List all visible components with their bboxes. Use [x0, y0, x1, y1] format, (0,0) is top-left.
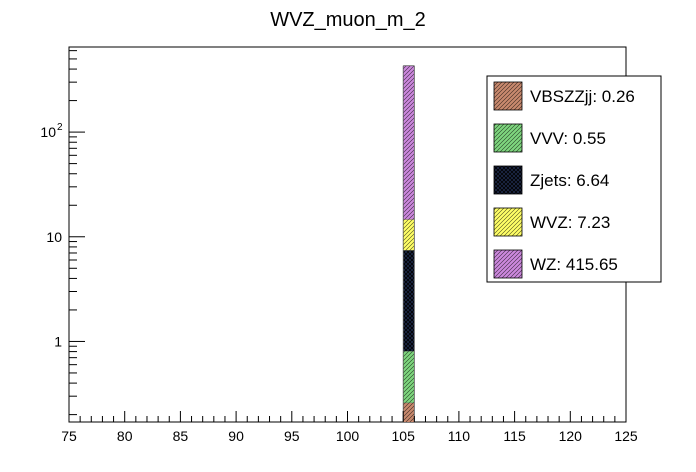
- bar-hatch-wvz: [403, 219, 415, 251]
- x-axis: 75 80 85 90 95 100 105 110 115 120 125: [61, 411, 638, 444]
- legend-swatch-hatch-vbszzjj: [494, 82, 522, 110]
- legend-label-wz: WZ: 415.65: [530, 255, 618, 274]
- legend-label-zjets: Zjets: 6.64: [530, 171, 609, 190]
- y-tick-label: 10: [40, 124, 56, 140]
- chart-title: WVZ_muon_m_2: [270, 9, 426, 31]
- x-tick-label: 85: [173, 428, 189, 444]
- bar-hatch-wz: [403, 65, 415, 220]
- y-tick-exponent: 2: [57, 122, 63, 133]
- bar-hatch-vvv: [403, 351, 415, 403]
- legend-label-vvv: VVV: 0.55: [530, 129, 606, 148]
- legend-label-vbszzjj: VBSZZjj: 0.26: [530, 87, 635, 106]
- legend-swatch-hatch-vvv: [494, 124, 522, 152]
- legend-swatch-hatch-wz: [494, 250, 522, 278]
- x-tick-label: 95: [284, 428, 300, 444]
- x-tick-label: 125: [614, 428, 638, 444]
- x-tick-label: 80: [117, 428, 133, 444]
- legend-swatch-hatch-wvz: [494, 208, 522, 236]
- x-tick-label: 90: [228, 428, 244, 444]
- y-tick-label: 10: [46, 229, 62, 245]
- bar-hatch-zjets: [403, 250, 415, 352]
- legend-label-wvz: WVZ: 7.23: [530, 213, 610, 232]
- x-tick-label: 75: [61, 428, 77, 444]
- x-tick-label: 105: [392, 428, 416, 444]
- x-tick-label: 115: [503, 428, 526, 444]
- x-tick-label: 120: [559, 428, 583, 444]
- legend-swatch-hatch-zjets: [494, 166, 522, 194]
- bar-hatch-vbszzjj: [403, 402, 415, 422]
- y-tick-label: 1: [54, 333, 62, 349]
- x-tick-label: 110: [448, 428, 471, 444]
- x-tick-label: 100: [336, 428, 360, 444]
- stacked-bars: [402, 65, 415, 422]
- legend: VBSZZjj: 0.26 VVV: 0.55 Zjets: 6.64 WVZ: 7.…: [486, 75, 662, 283]
